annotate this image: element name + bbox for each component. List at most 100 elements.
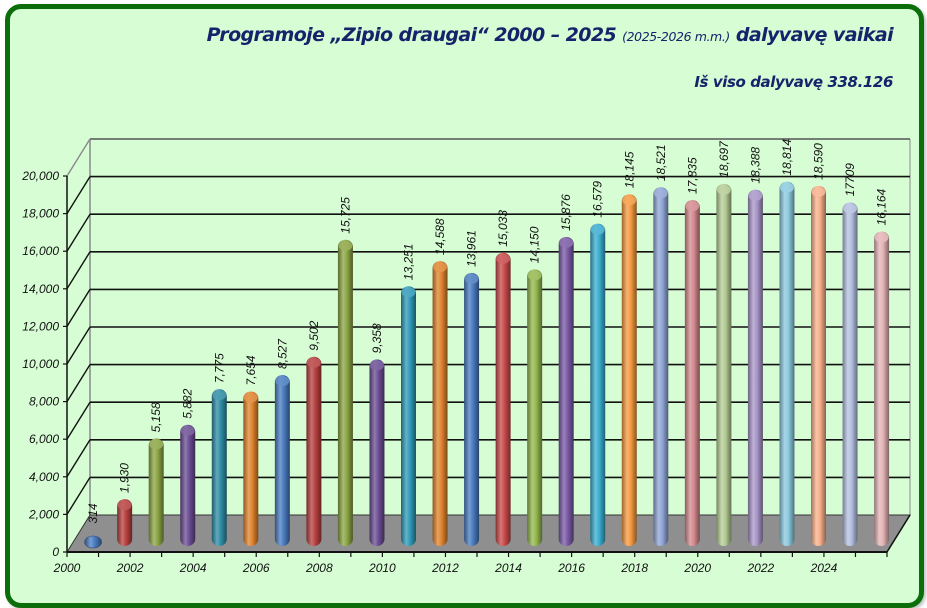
bar-2006 — [274, 375, 290, 546]
bar-body — [621, 194, 637, 546]
bar-body — [432, 261, 448, 546]
x-tick-label: 2018 — [620, 561, 648, 575]
x-tick-label: 2006 — [242, 561, 270, 575]
bars — [84, 181, 890, 549]
bar-body — [653, 187, 669, 546]
data-label-2000: 314 — [86, 503, 100, 523]
bar-2008 — [337, 239, 353, 546]
bar-top — [433, 262, 448, 273]
data-label-2011: 14,588 — [433, 218, 447, 255]
bar-body — [590, 223, 606, 546]
bar-2011 — [432, 261, 448, 546]
bar-top — [243, 392, 258, 403]
bar-2004 — [211, 389, 227, 546]
bar-body — [337, 239, 353, 546]
bar-top — [653, 188, 668, 199]
data-label-2012: 13,961 — [465, 230, 479, 267]
data-label-2005: 7,654 — [244, 355, 258, 385]
side-gridline-10000 — [66, 326, 91, 365]
data-label-2014: 14,150 — [528, 226, 542, 263]
bar-2016 — [590, 223, 606, 546]
bar-body — [747, 189, 763, 547]
bar-top — [275, 376, 290, 387]
bar-2015 — [558, 236, 574, 546]
bar-top — [559, 237, 574, 248]
bar-body — [558, 236, 574, 546]
bar-2007 — [306, 356, 322, 546]
chart-title-main: Programoje „Zipio draugai“ 2000 – 2025 — [206, 24, 617, 46]
x-tick-label: 2010 — [368, 561, 396, 575]
x-tick-label: 2008 — [305, 561, 333, 575]
side-gridline-2000 — [66, 477, 91, 515]
data-label-2008: 15,725 — [338, 197, 352, 234]
x-tick-label: 2022 — [746, 561, 774, 575]
bar-body — [842, 202, 858, 546]
bar-2003 — [180, 424, 196, 546]
bar-body — [401, 286, 417, 546]
side-gridline-8000 — [66, 364, 91, 402]
bar-top — [338, 240, 353, 251]
bar-top — [149, 439, 164, 450]
y-tick-label: 20,000 — [21, 169, 59, 183]
x-tick-label: 2020 — [683, 561, 711, 575]
y-tick-label: 0 — [52, 545, 59, 559]
bar-2022 — [779, 181, 795, 547]
bar-body — [369, 359, 385, 546]
data-label-2019: 17,835 — [685, 157, 699, 194]
side-gridline-12000 — [66, 289, 91, 327]
bar-top — [306, 357, 321, 368]
data-label-2023: 18,590 — [812, 143, 826, 180]
bar-top — [779, 182, 794, 193]
data-label-2013: 15,033 — [496, 210, 510, 247]
side-gridline-16000 — [66, 213, 91, 252]
bar-2019 — [684, 200, 700, 546]
bar-top — [716, 184, 731, 195]
bar-top — [401, 287, 416, 298]
bar-top — [117, 500, 132, 511]
data-label-2003: 5,882 — [181, 388, 195, 418]
bar-2018 — [653, 187, 669, 546]
chart-subtitle-total: Iš viso dalyvavę 338.126 — [694, 73, 893, 91]
bar-2012 — [464, 272, 480, 546]
bar-top — [369, 360, 384, 371]
bar-body — [211, 389, 227, 546]
bar-top — [464, 273, 479, 284]
data-label-2006: 8,527 — [275, 338, 289, 369]
data-label-2016: 16,579 — [591, 181, 605, 218]
data-label-2001: 1,930 — [118, 463, 132, 493]
y-tick-label: 14,000 — [22, 282, 59, 296]
data-label-2022: 18,814 — [780, 139, 794, 176]
y-tick-label: 12,000 — [22, 319, 59, 333]
side-gridline-6000 — [66, 401, 91, 440]
data-label-2020: 18,697 — [717, 140, 731, 178]
chart-title-end: dalyvavę vaikai — [735, 24, 894, 46]
x-tick-label: 2016 — [557, 561, 585, 575]
x-tick-label: 2024 — [810, 561, 838, 575]
bar-body — [117, 499, 133, 546]
bar-2013 — [495, 252, 511, 546]
bar-body — [180, 424, 196, 546]
bar-body — [243, 391, 259, 546]
bar-2020 — [716, 183, 732, 546]
bar-2021 — [747, 189, 763, 547]
x-tick-label: 2002 — [116, 561, 144, 575]
bar-body — [874, 231, 890, 546]
bar-top — [590, 224, 605, 235]
bar-2009 — [369, 359, 385, 546]
data-label-2004: 7,775 — [212, 353, 226, 383]
data-labels: 314 1,930 5,158 5,882 7,775 7,654 8,527 9,502 15… — [86, 139, 888, 524]
side-gridline-18000 — [66, 176, 91, 214]
floor-right-edge — [886, 514, 911, 553]
bar-body — [274, 375, 290, 546]
axes: 0 2,000 4,000 6,000 8,000 10,000 12,000 14,000 1… — [21, 169, 888, 575]
bar-2001 — [117, 499, 133, 546]
side-gridline-20000 — [66, 138, 91, 177]
y-tick-label: 2,000 — [28, 507, 59, 521]
y-tick-label: 10,000 — [22, 357, 59, 371]
bar-top — [811, 186, 826, 197]
data-label-2002: 5,158 — [149, 402, 163, 432]
x-tick-label: 2000 — [53, 561, 81, 575]
side-gridline-4000 — [66, 439, 91, 478]
bar-body — [716, 183, 732, 546]
data-label-2017: 18,145 — [622, 151, 636, 188]
